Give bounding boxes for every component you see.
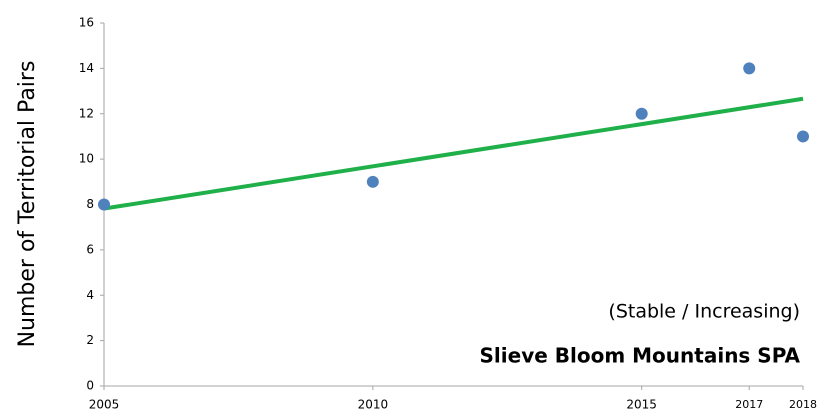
point	[98, 198, 110, 211]
y-tick-label: 0	[86, 379, 94, 393]
y-tick-label: 12	[79, 106, 94, 120]
trendline	[103, 96, 804, 211]
x-tick-label: 2018	[789, 398, 817, 411]
annotation: (Stable / Increasing)	[608, 301, 800, 323]
x-tick-label: 2015	[626, 398, 657, 412]
point	[366, 175, 379, 188]
y-tick-label: 8	[86, 197, 94, 211]
x-tick-label: 2017	[735, 398, 763, 411]
point	[635, 107, 648, 120]
x-tick-label: 2005	[89, 398, 120, 412]
y-tick-label: 14	[79, 61, 94, 75]
annotation: Slieve Bloom Mountains SPA	[480, 344, 801, 368]
y-tick-label: 10	[79, 152, 94, 166]
point	[743, 62, 756, 75]
y-tick-label: 2	[86, 333, 94, 347]
y-axis-label: Number of Territorial Pairs	[15, 61, 40, 348]
y-tick-label: 16	[79, 16, 94, 30]
point	[797, 130, 809, 143]
y-tick-label: 4	[86, 288, 94, 302]
y-tick-label: 6	[86, 242, 94, 256]
x-tick-label: 2010	[358, 398, 389, 412]
